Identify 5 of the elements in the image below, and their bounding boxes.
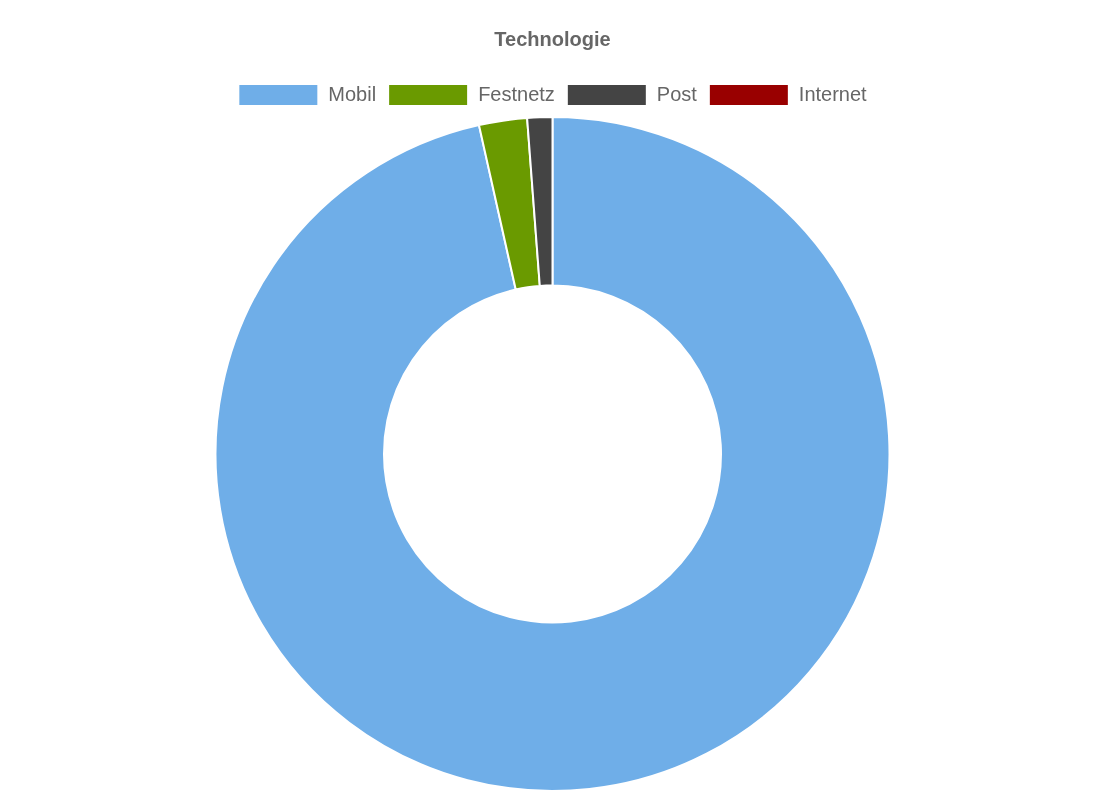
legend-label: Festnetz [478,82,555,105]
legend-label: Post [656,82,698,105]
legend-label: Internet [798,82,868,105]
legend-label: Mobil [328,82,377,105]
chart-title: Technologie [494,27,611,50]
